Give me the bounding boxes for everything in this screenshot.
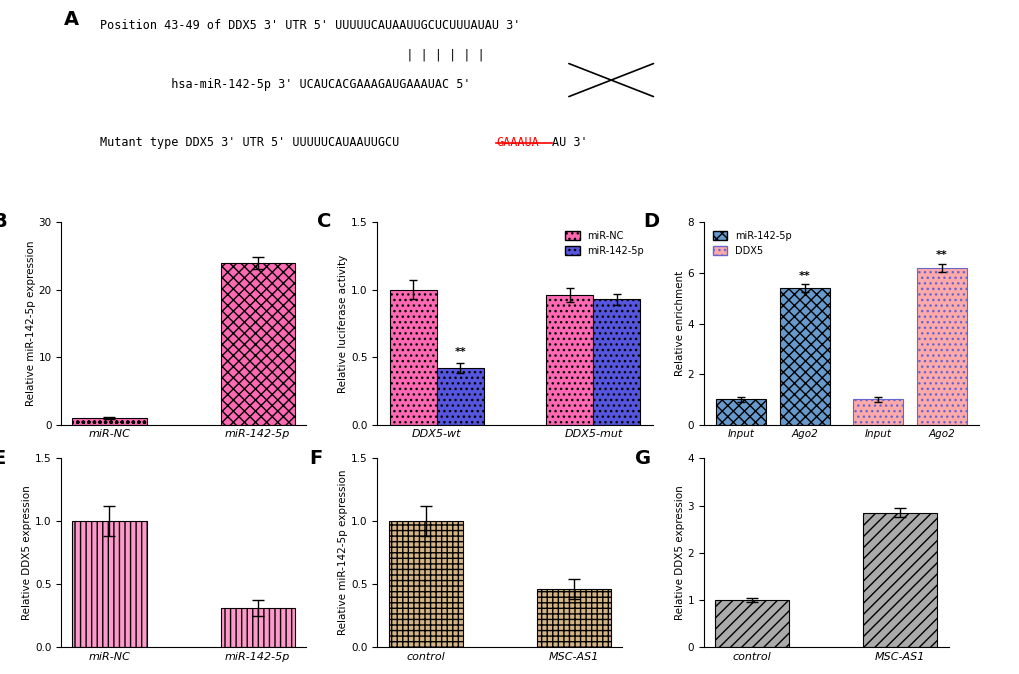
Bar [72,521,147,647]
Bar [436,368,483,425]
Legend: miR-NC, miR-142-5p: miR-NC, miR-142-5p [560,227,647,260]
Bar [72,418,147,425]
Bar [852,399,902,425]
Text: **: ** [454,347,466,357]
Bar [220,608,294,647]
Bar [862,512,936,647]
Text: Mutant type DDX5 3' UTR 5' UUUUUCAUAAUUGCU: Mutant type DDX5 3' UTR 5' UUUUUCAUAAUUG… [100,136,398,149]
Text: GAAAUA: GAAAUA [496,136,538,149]
Bar [780,288,829,425]
Text: A: A [63,10,78,29]
Text: Position 43-49 of DDX5 3' UTR 5' UUUUUCAUAAUUGCUCUUUAUAU 3': Position 43-49 of DDX5 3' UTR 5' UUUUUCA… [100,19,520,32]
Bar [388,521,463,647]
Y-axis label: Relative DDX5 expression: Relative DDX5 expression [674,485,684,620]
Text: G: G [635,449,651,468]
Bar [389,290,436,425]
Bar [916,268,966,425]
Text: | | | | | |: | | | | | | [100,49,484,61]
Text: B: B [0,212,7,231]
Y-axis label: Relative enrichment: Relative enrichment [674,271,684,376]
Text: hsa-miR-142-5p 3' UCAUCACGAAAGAUGAAAUAC 5': hsa-miR-142-5p 3' UCAUCACGAAAGAUGAAAUAC … [100,78,470,91]
Bar [714,600,789,647]
Y-axis label: Relative DDX5 expression: Relative DDX5 expression [22,485,32,620]
Bar [593,299,640,425]
Text: E: E [0,449,6,468]
Text: AU 3': AU 3' [551,136,587,149]
Y-axis label: Relative luciferase activity: Relative luciferase activity [338,254,347,393]
Bar [220,263,294,425]
Bar [536,589,610,647]
Text: **: ** [934,250,947,260]
Y-axis label: Relative miR-142-5p expression: Relative miR-142-5p expression [25,241,36,406]
Y-axis label: Relative miR-142-5p expression: Relative miR-142-5p expression [338,470,347,636]
Text: D: D [643,212,658,231]
Bar [715,399,765,425]
Bar [546,295,593,425]
Text: C: C [317,212,331,231]
Text: **: ** [799,270,810,280]
Legend: miR-142-5p, DDX5: miR-142-5p, DDX5 [708,227,795,260]
Text: F: F [309,449,322,468]
